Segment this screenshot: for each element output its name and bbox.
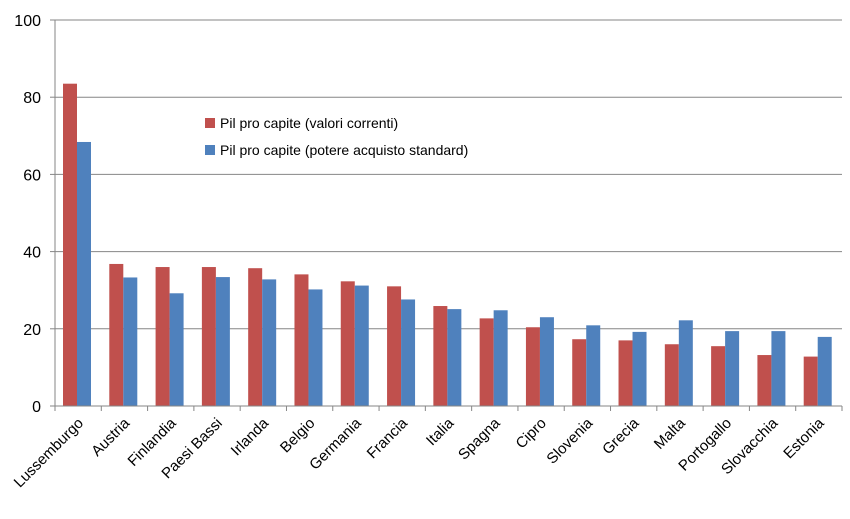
bar-correnti-cipro (525, 327, 540, 406)
bar-correnti-finlandia (155, 267, 170, 406)
x-tick-label: Grecia (599, 414, 643, 458)
bar-correnti-grecia (618, 340, 633, 406)
bar-correnti-irlanda (248, 268, 263, 406)
x-tick-label: Germania (306, 414, 365, 473)
bar-correnti-germania (340, 281, 355, 406)
y-tick-label: 0 (32, 399, 41, 416)
x-tick-label: Irlanda (228, 414, 273, 459)
x-tick-label: Italia (423, 414, 458, 449)
x-tick-label: Estonia (780, 414, 828, 462)
axes (54, 20, 843, 411)
bar-pps-spagna (493, 310, 508, 406)
x-tick-label: Malta (651, 414, 689, 452)
bar-correnti-estonia (803, 356, 818, 406)
gridlines (55, 19, 842, 330)
y-tick-label: 40 (23, 245, 41, 262)
bar-pps-slovacchia (771, 331, 786, 406)
bar-pps-lussemburgo (77, 141, 91, 406)
bar-pps-cipro (539, 317, 554, 406)
x-tick-label: Cipro (513, 415, 550, 452)
legend-label: Pil pro capite (valori correnti) (220, 115, 398, 131)
bar-correnti-malta (664, 344, 679, 406)
bar-correnti-spagna (479, 318, 494, 406)
bar-correnti-belgio (294, 274, 309, 406)
bar-pps-portogallo (725, 331, 740, 406)
bar-correnti-austria (109, 263, 124, 406)
bars (63, 83, 832, 406)
bar-pps-grecia (632, 331, 647, 406)
bar-correnti-slovacchia (757, 355, 772, 406)
bar-pps-belgio (308, 289, 323, 406)
legend-swatch (205, 145, 215, 155)
y-tick-label: 100 (14, 13, 41, 30)
bar-pps-estonia (817, 336, 832, 406)
y-tick-label: 80 (23, 90, 41, 107)
legend: Pil pro capite (valori correnti) Pil pro … (205, 115, 468, 158)
bar-pps-slovenia (586, 325, 601, 406)
x-tick-label: Austria (88, 414, 133, 459)
y-axis-ticks: 0 20 40 60 80 100 (14, 13, 55, 416)
bar-correnti-francia (387, 286, 402, 406)
bar-pps-paesi-bassi (215, 277, 230, 406)
legend-swatch (205, 118, 215, 128)
y-tick-label: 20 (23, 322, 41, 339)
x-tick-label: Belgio (277, 415, 319, 457)
bar-correnti-lussemburgo (63, 83, 77, 406)
x-tick-label: Lussemburgo (11, 415, 87, 491)
bar-pps-finlandia (169, 293, 184, 406)
y-tick-label: 60 (23, 167, 41, 184)
bar-pps-irlanda (262, 279, 277, 406)
x-tick-label: Spagna (455, 414, 504, 463)
bar-pps-francia (401, 299, 416, 406)
bar-correnti-slovenia (572, 339, 587, 406)
bar-pps-malta (678, 320, 693, 406)
bar-correnti-italia (433, 306, 448, 406)
x-tick-label: Slovenia (543, 414, 596, 467)
legend-label: Pil pro capite (potere acquisto standard… (220, 142, 468, 158)
bar-pps-austria (123, 277, 138, 406)
bar-pps-italia (447, 309, 462, 406)
bar-correnti-paesi-bassi (201, 267, 216, 406)
bar-correnti-portogallo (711, 346, 726, 406)
bar-pps-germania (354, 285, 369, 406)
x-tick-label: Francia (364, 414, 412, 462)
